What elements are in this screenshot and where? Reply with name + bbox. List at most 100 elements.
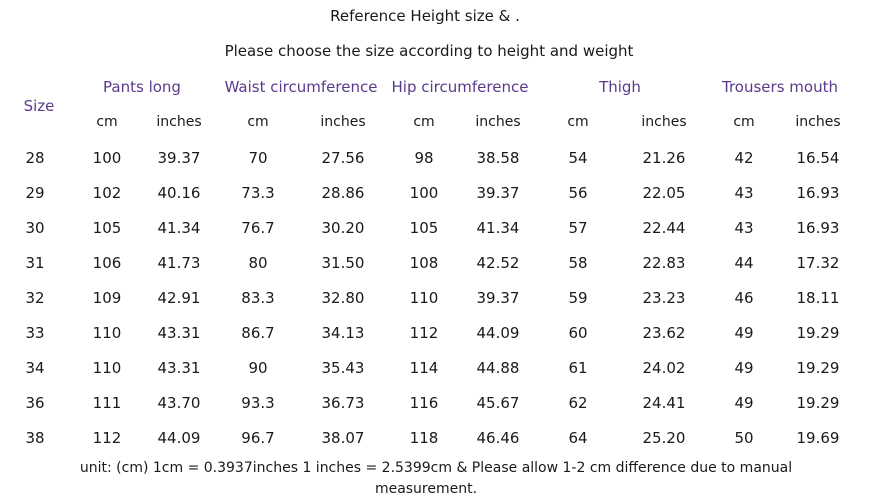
waist-inches-cell: 28.86: [321, 184, 365, 202]
thigh-cm-cell: 60: [568, 324, 588, 342]
size-cell: 34: [25, 359, 45, 377]
size-cell: 31: [25, 254, 45, 272]
hip-cm-cell: 118: [409, 429, 439, 447]
hip-cm-cell: 108: [409, 254, 439, 272]
pants-inches-cell: 41.34: [157, 219, 201, 237]
size-cell: 36: [25, 394, 45, 412]
unit-header-hip-inches: inches: [475, 114, 521, 130]
unit-header-thigh-inches: inches: [641, 114, 687, 130]
hip-inches-cell: 42.52: [476, 254, 520, 272]
thigh-inches-cell: 22.44: [642, 219, 686, 237]
hip-cm-cell: 98: [414, 149, 434, 167]
waist-inches-cell: 34.13: [321, 324, 365, 342]
pants-inches-cell: 43.70: [157, 394, 201, 412]
unit-header-waist-inches: inches: [320, 114, 366, 130]
pants-cm-cell: 110: [92, 359, 122, 377]
size-cell: 33: [25, 324, 45, 342]
hip-cm-cell: 116: [409, 394, 439, 412]
pants-inches-cell: 44.09: [157, 429, 201, 447]
pants-inches-cell: 43.31: [157, 359, 201, 377]
pants-inches-cell: 40.16: [157, 184, 201, 202]
mouth-inches-cell: 19.29: [796, 359, 840, 377]
thigh-cm-cell: 57: [568, 219, 588, 237]
waist-cm-cell: 73.3: [241, 184, 275, 202]
chart-subtitle: Please choose the size according to heig…: [224, 42, 634, 60]
chart-title: Reference Height size & .: [330, 7, 520, 25]
mouth-inches-cell: 19.29: [796, 394, 840, 412]
unit-header-mouth-inches: inches: [795, 114, 841, 130]
unit-header-thigh-cm: cm: [567, 114, 589, 130]
mouth-cm-cell: 43: [734, 219, 754, 237]
waist-inches-cell: 27.56: [321, 149, 365, 167]
pants-cm-cell: 102: [92, 184, 122, 202]
pants-inches-cell: 41.73: [157, 254, 201, 272]
mouth-cm-cell: 49: [734, 359, 754, 377]
pants-inches-cell: 42.91: [157, 289, 201, 307]
hip-cm-cell: 112: [409, 324, 439, 342]
thigh-inches-cell: 23.62: [642, 324, 686, 342]
mouth-cm-cell: 46: [734, 289, 754, 307]
mouth-inches-cell: 16.93: [796, 219, 840, 237]
hip-inches-cell: 41.34: [476, 219, 520, 237]
unit-header-hip-cm: cm: [413, 114, 435, 130]
waist-cm-cell: 80: [248, 254, 268, 272]
mouth-cm-cell: 49: [734, 324, 754, 342]
hip-inches-cell: 44.88: [476, 359, 520, 377]
pants-inches-cell: 39.37: [157, 149, 201, 167]
hip-cm-cell: 105: [409, 219, 439, 237]
unit-header-pants-cm: cm: [96, 114, 118, 130]
waist-inches-cell: 32.80: [321, 289, 365, 307]
group-header-hip: Hip circumference: [391, 78, 529, 96]
thigh-cm-cell: 59: [568, 289, 588, 307]
thigh-cm-cell: 61: [568, 359, 588, 377]
mouth-cm-cell: 49: [734, 394, 754, 412]
size-column-header: Size: [23, 97, 55, 115]
waist-cm-cell: 76.7: [241, 219, 275, 237]
pants-cm-cell: 106: [92, 254, 122, 272]
thigh-inches-cell: 22.05: [642, 184, 686, 202]
thigh-inches-cell: 23.23: [642, 289, 686, 307]
group-header-pants-long: Pants long: [103, 78, 181, 96]
size-cell: 29: [25, 184, 45, 202]
thigh-inches-cell: 24.41: [642, 394, 686, 412]
size-cell: 30: [25, 219, 45, 237]
group-header-waist: Waist circumference: [224, 78, 378, 96]
pants-cm-cell: 109: [92, 289, 122, 307]
thigh-cm-cell: 62: [568, 394, 588, 412]
hip-inches-cell: 38.58: [476, 149, 520, 167]
footer-note-continued: measurement.: [374, 481, 478, 497]
hip-cm-cell: 100: [409, 184, 439, 202]
pants-cm-cell: 100: [92, 149, 122, 167]
hip-inches-cell: 39.37: [476, 184, 520, 202]
unit-header-mouth-cm: cm: [733, 114, 755, 130]
hip-inches-cell: 39.37: [476, 289, 520, 307]
mouth-cm-cell: 43: [734, 184, 754, 202]
hip-inches-cell: 45.67: [476, 394, 520, 412]
waist-inches-cell: 31.50: [321, 254, 365, 272]
group-header-thigh: Thigh: [599, 78, 641, 96]
waist-inches-cell: 38.07: [321, 429, 365, 447]
pants-cm-cell: 111: [92, 394, 122, 412]
waist-cm-cell: 86.7: [241, 324, 275, 342]
pants-inches-cell: 43.31: [157, 324, 201, 342]
mouth-inches-cell: 19.29: [796, 324, 840, 342]
mouth-inches-cell: 17.32: [796, 254, 840, 272]
waist-cm-cell: 90: [248, 359, 268, 377]
hip-inches-cell: 44.09: [476, 324, 520, 342]
hip-inches-cell: 46.46: [476, 429, 520, 447]
group-header-trousers-mouth: Trousers mouth: [722, 78, 838, 96]
size-cell: 32: [25, 289, 45, 307]
thigh-inches-cell: 24.02: [642, 359, 686, 377]
unit-header-pants-inches: inches: [156, 114, 202, 130]
footer-note: unit: (cm) 1cm = 0.3937inches 1 inches =…: [79, 460, 793, 476]
waist-cm-cell: 93.3: [241, 394, 275, 412]
size-cell: 38: [25, 429, 45, 447]
mouth-inches-cell: 16.93: [796, 184, 840, 202]
waist-cm-cell: 70: [248, 149, 268, 167]
thigh-cm-cell: 54: [568, 149, 588, 167]
thigh-cm-cell: 56: [568, 184, 588, 202]
mouth-inches-cell: 16.54: [796, 149, 840, 167]
waist-cm-cell: 96.7: [241, 429, 275, 447]
unit-header-waist-cm: cm: [247, 114, 269, 130]
mouth-inches-cell: 18.11: [796, 289, 840, 307]
